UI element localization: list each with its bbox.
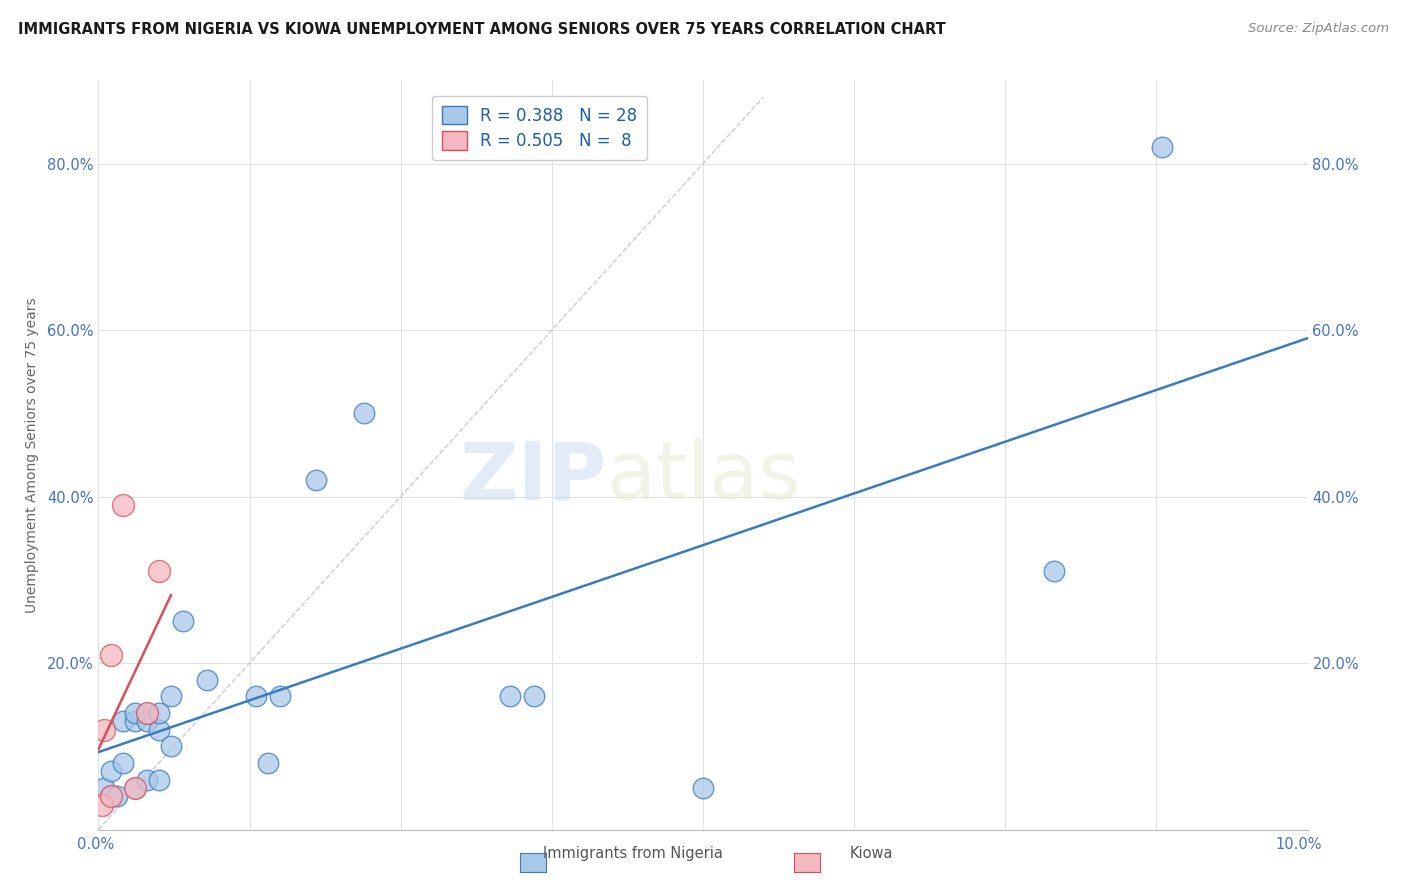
Point: [135, 706, 157, 720]
Point: [93, 780, 115, 795]
Text: Source: ZipAtlas.com: Source: ZipAtlas.com: [1249, 22, 1389, 36]
Point: [135, 706, 157, 720]
Point: [100, 789, 122, 804]
Point: [148, 723, 170, 737]
Point: [172, 615, 194, 629]
Point: [124, 780, 146, 795]
Point: [498, 690, 520, 704]
Point: [100, 648, 122, 662]
Point: [692, 780, 714, 795]
Text: IMMIGRANTS FROM NIGERIA VS KIOWA UNEMPLOYMENT AMONG SENIORS OVER 75 YEARS CORREL: IMMIGRANTS FROM NIGERIA VS KIOWA UNEMPLO…: [18, 22, 946, 37]
Point: [148, 565, 170, 579]
Point: [111, 714, 134, 729]
Point: [93, 723, 115, 737]
Point: [305, 473, 328, 487]
Point: [148, 706, 170, 720]
Point: [111, 498, 134, 512]
Point: [124, 780, 146, 795]
Point: [195, 673, 218, 687]
Point: [353, 406, 375, 420]
Text: atlas: atlas: [606, 438, 800, 516]
Point: [135, 772, 157, 787]
Point: [148, 772, 170, 787]
Point: [245, 690, 267, 704]
Point: [1042, 565, 1064, 579]
Point: [105, 789, 128, 804]
Point: [523, 690, 546, 704]
Text: 10.0%: 10.0%: [1275, 838, 1323, 852]
Point: [269, 690, 291, 704]
Text: Immigrants from Nigeria: Immigrants from Nigeria: [543, 847, 723, 861]
Point: [1152, 140, 1174, 154]
Point: [124, 706, 146, 720]
Point: [135, 714, 157, 729]
Text: 0.0%: 0.0%: [77, 838, 114, 852]
Point: [160, 739, 183, 754]
Point: [91, 797, 114, 812]
Point: [111, 756, 134, 770]
Legend: R = 0.388   N = 28, R = 0.505   N =  8: R = 0.388 N = 28, R = 0.505 N = 8: [432, 96, 648, 160]
Text: ZIP: ZIP: [458, 438, 606, 516]
Point: [100, 764, 122, 779]
Point: [100, 789, 122, 804]
Point: [256, 756, 278, 770]
Text: Kiowa: Kiowa: [851, 847, 893, 861]
Point: [160, 690, 183, 704]
Point: [124, 714, 146, 729]
Y-axis label: Unemployment Among Seniors over 75 years: Unemployment Among Seniors over 75 years: [24, 297, 38, 613]
